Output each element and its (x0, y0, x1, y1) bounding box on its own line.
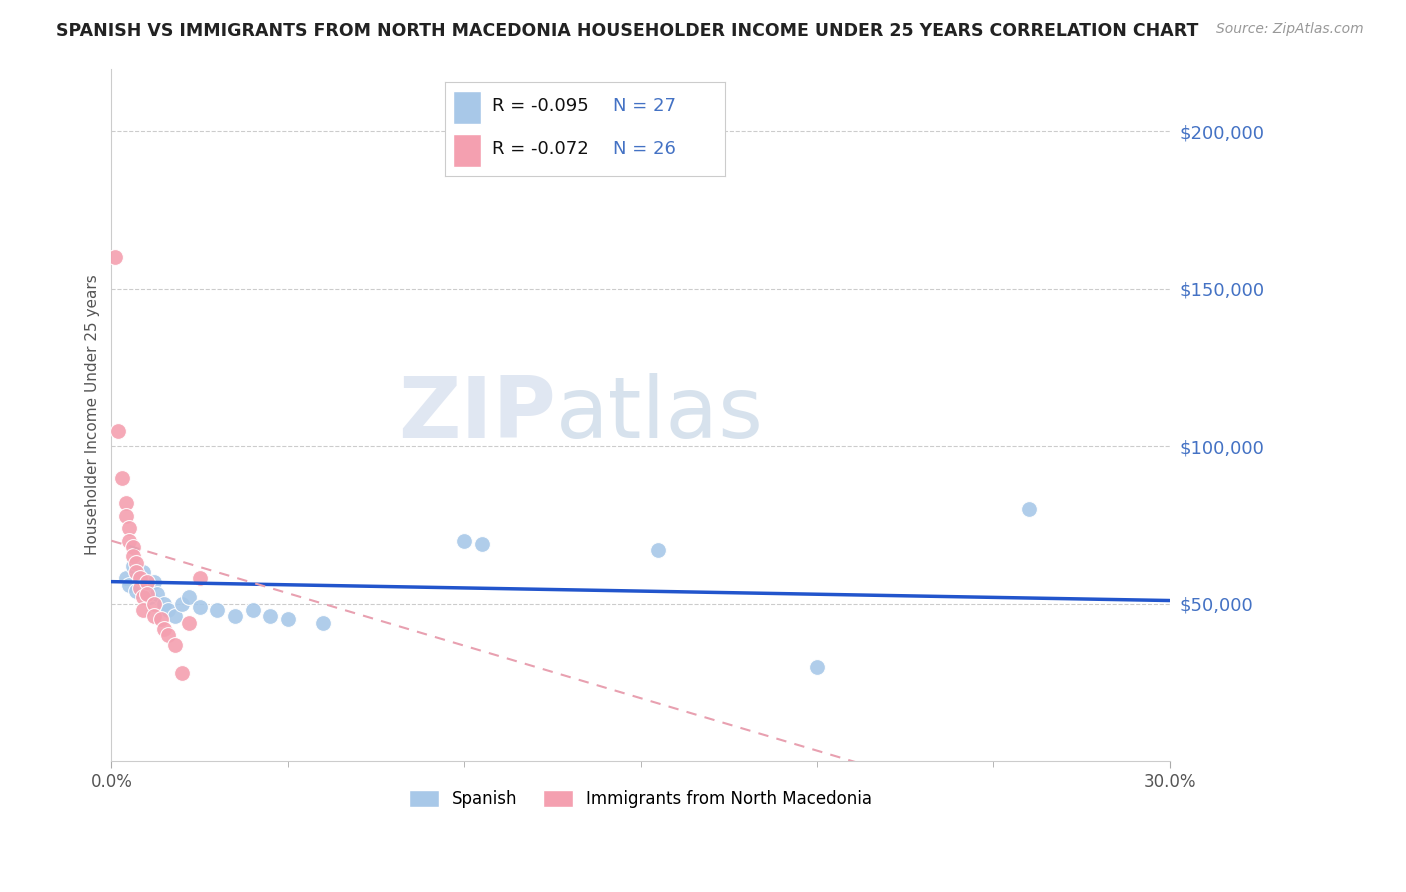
Legend: Spanish, Immigrants from North Macedonia: Spanish, Immigrants from North Macedonia (402, 783, 879, 815)
Point (135, 574, 157, 589)
Point (142, 597, 165, 611)
Point (224, 609, 246, 624)
Point (170, 597, 193, 611)
Text: atlas: atlas (555, 373, 763, 457)
Point (118, 521, 141, 535)
Point (114, 508, 136, 523)
Point (170, 665, 193, 680)
Point (163, 609, 186, 624)
Point (121, 549, 143, 564)
Point (118, 533, 141, 548)
Point (139, 591, 162, 605)
Text: Source: ZipAtlas.com: Source: ZipAtlas.com (1216, 22, 1364, 37)
Point (121, 558, 143, 573)
Point (118, 578, 141, 592)
Point (132, 565, 155, 579)
Point (156, 628, 179, 642)
Point (128, 572, 150, 586)
Point (177, 591, 200, 605)
Point (125, 565, 148, 579)
Point (163, 638, 186, 652)
Point (259, 609, 281, 624)
Point (453, 533, 475, 548)
Point (146, 587, 169, 601)
Point (132, 603, 155, 617)
Point (471, 537, 494, 551)
Point (142, 609, 165, 624)
Point (111, 471, 134, 485)
Point (188, 572, 211, 586)
Point (207, 603, 229, 617)
Point (104, 251, 127, 265)
Point (156, 603, 179, 617)
Point (647, 543, 669, 558)
Point (188, 599, 211, 614)
Point (135, 587, 157, 601)
Point (149, 612, 172, 626)
Point (277, 612, 299, 626)
Y-axis label: Householder Income Under 25 years: Householder Income Under 25 years (86, 275, 100, 555)
Point (107, 424, 129, 438)
Point (128, 572, 150, 586)
Point (153, 622, 176, 636)
Point (132, 591, 155, 605)
Point (806, 659, 828, 673)
Point (142, 574, 165, 589)
Point (177, 615, 200, 630)
Point (114, 496, 136, 510)
Point (125, 584, 148, 599)
Point (153, 597, 176, 611)
Text: SPANISH VS IMMIGRANTS FROM NORTH MACEDONIA HOUSEHOLDER INCOME UNDER 25 YEARS COR: SPANISH VS IMMIGRANTS FROM NORTH MACEDON… (56, 22, 1198, 40)
Point (312, 615, 335, 630)
Point (242, 603, 264, 617)
Point (121, 540, 143, 554)
Point (135, 581, 157, 595)
Point (125, 556, 148, 570)
Point (128, 581, 150, 595)
Point (114, 572, 136, 586)
Point (1018, 502, 1040, 516)
Text: ZIP: ZIP (398, 373, 555, 457)
